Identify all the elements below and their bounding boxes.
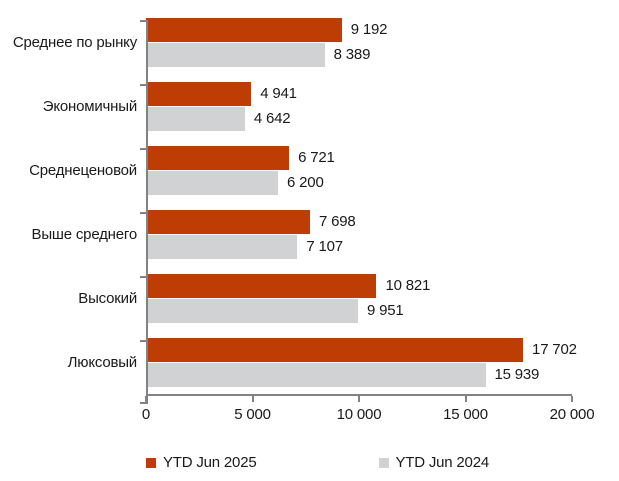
category-label: Выше среднего (31, 225, 138, 243)
value-label: 6 721 (298, 149, 335, 166)
category-bars: 17 702 15 939 (146, 330, 577, 394)
bar-ytd-jun-2025 (146, 81, 252, 106)
y-axis-tick (140, 83, 146, 86)
x-axis-tick (251, 396, 254, 402)
legend-label: YTD Jun 2025 (163, 454, 257, 471)
y-axis-tick (140, 275, 146, 278)
bar-line: 7 698 (146, 209, 572, 234)
bar-ytd-jun-2024 (146, 106, 245, 131)
bar-ytd-jun-2025 (146, 337, 524, 362)
value-label: 8 389 (333, 46, 371, 63)
category-label: Экономичный (42, 97, 137, 115)
bar-ytd-jun-2024 (146, 42, 325, 67)
bar-line: 17 702 (146, 337, 577, 362)
category-row: Выше среднего 7 698 7 107 (0, 202, 619, 266)
bar-line: 15 939 (146, 362, 572, 387)
plot-area: Среднее по рынку 9 192 8 389 Экономичный 4 9… (0, 10, 619, 404)
bar-line: 10 821 (146, 273, 572, 298)
value-label: 9 951 (366, 302, 404, 319)
value-label: 7 698 (318, 213, 356, 230)
legend-label: YTD Jun 2024 (395, 454, 490, 471)
category-row: Люксовый 17 702 15 939 (0, 330, 619, 394)
x-axis-tick-label: 15 000 (443, 406, 488, 423)
y-axis-line (140, 20, 148, 404)
bar-line: 9 951 (146, 298, 572, 323)
x-axis-tick-label: 0 (141, 406, 151, 423)
bar-line: 8 389 (146, 42, 572, 67)
bar-line: 4 642 (146, 106, 572, 131)
y-axis-tick (140, 147, 146, 150)
x-axis-tick (358, 396, 360, 402)
bar-ytd-jun-2024 (146, 298, 358, 323)
legend: YTD Jun 2025 YTD Jun 2024 (0, 454, 619, 471)
bar-line: 7 107 (146, 234, 572, 259)
value-label: 4 941 (260, 85, 297, 102)
category-label: Среднее по рынку (12, 33, 137, 51)
value-label: 9 192 (350, 21, 388, 38)
value-label: 4 642 (253, 110, 291, 127)
x-axis-tick-label: 20 000 (549, 406, 595, 423)
x-axis: 0 5 000 10 000 15 000 20 000 (0, 394, 619, 428)
y-axis-tick (140, 402, 146, 404)
legend-item: YTD Jun 2025 (146, 454, 257, 471)
category-bars: 7 698 7 107 (146, 202, 572, 266)
category-row: Среднее по рынку 9 192 8 389 (0, 10, 619, 74)
value-label: 6 200 (287, 174, 324, 191)
category-bars: 4 941 4 642 (146, 74, 572, 138)
category-row: Высокий 10 821 9 951 (0, 266, 619, 330)
x-axis-tick-label: 5 000 (234, 406, 271, 423)
category-label: Высокий (78, 289, 137, 307)
bar-ytd-jun-2025 (146, 145, 290, 170)
value-label: 7 107 (306, 238, 343, 255)
category-label: Среднеценовой (29, 161, 137, 179)
category-bars: 9 192 8 389 (146, 10, 572, 74)
legend-item: YTD Jun 2024 (378, 454, 490, 471)
category-row: Среднеценовой 6 721 6 200 (0, 138, 619, 202)
value-label: 15 939 (494, 366, 540, 383)
category-bars: 10 821 9 951 (146, 266, 572, 330)
bar-ytd-jun-2024 (146, 234, 298, 259)
x-axis-spacer (0, 394, 146, 428)
value-label: 10 821 (385, 277, 431, 294)
y-axis-tick (140, 20, 146, 22)
bar-line: 9 192 (146, 17, 572, 42)
x-axis-tick-label: 10 000 (336, 406, 382, 423)
category-row: Экономичный 4 941 4 642 (0, 74, 619, 138)
category-bars: 6 721 6 200 (146, 138, 572, 202)
category-label: Люксовый (67, 353, 138, 371)
y-axis-tick (140, 340, 146, 342)
bar-ytd-jun-2025 (146, 17, 342, 42)
x-axis-tick (571, 396, 573, 402)
bar-line: 4 941 (146, 81, 572, 106)
bar-ytd-jun-2024 (146, 170, 279, 195)
legend-swatch-icon (378, 457, 389, 468)
x-axis-line: 0 5 000 10 000 15 000 20 000 (142, 394, 595, 428)
y-axis-tick (140, 212, 146, 214)
bar-line: 6 721 (146, 145, 572, 170)
legend-swatch-icon (146, 457, 156, 468)
x-axis-tick (464, 396, 467, 402)
bar-line: 6 200 (146, 170, 572, 195)
value-label: 17 702 (532, 341, 577, 358)
bar-ytd-jun-2025 (146, 273, 377, 298)
bar-ytd-jun-2025 (146, 209, 310, 234)
bar-ytd-jun-2024 (146, 362, 486, 387)
